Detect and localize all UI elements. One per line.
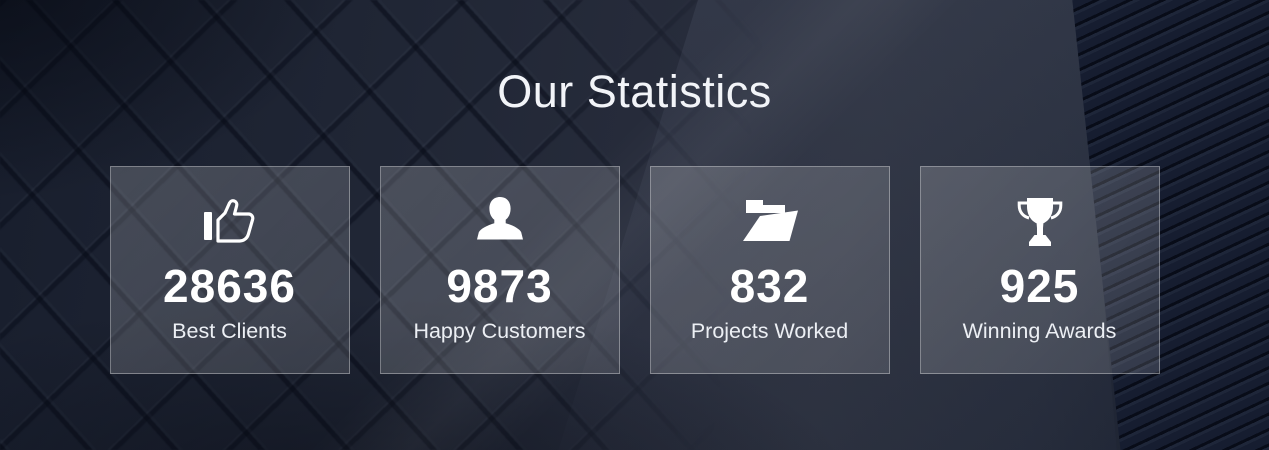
stat-value: 925 (999, 259, 1080, 312)
stat-value: 832 (729, 259, 810, 312)
stat-value: 28636 (163, 259, 296, 312)
stat-card-projects-worked: 832 Projects Worked (649, 165, 890, 374)
stat-label: Projects Worked (690, 318, 849, 343)
thumbs-up-icon (203, 191, 257, 251)
stat-value: 9873 (446, 259, 553, 312)
person-icon (476, 191, 523, 251)
stat-card-best-clients: 28636 Best Clients (109, 165, 350, 374)
stat-label: Best Clients (172, 318, 287, 343)
stat-label: Winning Awards (962, 318, 1117, 343)
stat-card-winning-awards: 925 Winning Awards (919, 165, 1160, 374)
stat-card-happy-customers: 9873 Happy Customers (379, 165, 620, 374)
open-folder-icon (739, 191, 801, 251)
section-title: Our Statistics (497, 66, 772, 117)
stat-label: Happy Customers (413, 318, 586, 343)
trophy-icon (1017, 191, 1063, 251)
stats-cards-row: 28636 Best Clients 9873 Happy Customers (109, 165, 1160, 374)
